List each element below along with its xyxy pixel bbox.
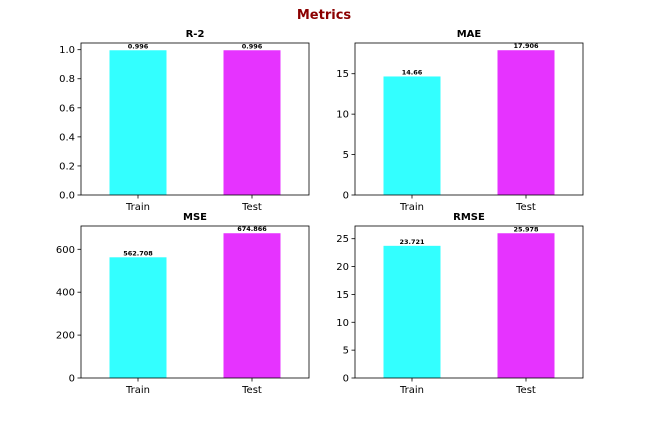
chart-r-2-ytick-label-1: 0.2 [59, 161, 75, 172]
chart-rmse-ytick-label-3: 15 [336, 290, 349, 301]
chart-mae-ytick-label-3: 15 [336, 69, 349, 80]
chart-r-2-value-label-train: 0.996 [128, 42, 149, 50]
chart-r-2-xtick-label-train: Train [125, 202, 150, 213]
chart-rmse-value-label-train: 23.721 [399, 238, 425, 246]
chart-r-2-xtick-label-test: Test [241, 202, 262, 213]
chart-mse: MSE 562.708 Train 674.866 Test 0 200 400 600 [56, 212, 310, 396]
chart-mse-xtick-label-train: Train [125, 385, 150, 396]
chart-r-2-value-label-test: 0.996 [242, 42, 263, 50]
chart-r-2-axes-frame [80, 42, 310, 196]
chart-rmse-value-label-test: 25.978 [513, 225, 539, 233]
chart-rmse-bar-train [383, 245, 441, 378]
chart-rmse-title: RMSE [453, 212, 485, 223]
chart-mse-ytick-label-0: 0 [69, 374, 75, 385]
chart-mae-title: MAE [457, 29, 482, 40]
chart-r-2-title: R-2 [186, 29, 205, 40]
chart-rmse-xtick-label-train: Train [399, 385, 424, 396]
chart-mae-ytick-label-0: 0 [343, 191, 349, 202]
chart-r-2-bar-train [109, 50, 167, 195]
chart-mae-bar-test [497, 50, 555, 195]
chart-mae-axes-frame [354, 42, 584, 196]
chart-r-2-ytick-label-4: 0.8 [59, 74, 75, 85]
chart-rmse-xtick-label-test: Test [515, 385, 536, 396]
chart-mae-xtick-label-test: Test [515, 202, 536, 213]
chart-rmse-axes-frame [354, 225, 584, 379]
chart-rmse-ytick-label-1: 5 [343, 346, 349, 357]
chart-rmse-bar-test [497, 233, 555, 378]
chart-r-2-ytick-label-3: 0.6 [59, 103, 75, 114]
chart-mse-ytick-label-1: 200 [56, 331, 75, 342]
chart-mse-xtick-label-test: Test [241, 385, 262, 396]
chart-mae-value-label-train: 14.66 [402, 68, 423, 76]
chart-rmse-ytick-label-2: 10 [336, 318, 349, 329]
chart-rmse-ytick-label-5: 25 [336, 234, 349, 245]
chart-mae-bar-train [383, 76, 441, 195]
chart-rmse: RMSE 23.721 Train 25.978 Test 0 5 10 15 20 25 [336, 212, 584, 396]
chart-mae: MAE 14.66 Train 17.906 Test 0 5 10 15 [336, 29, 584, 213]
chart-r-2-ytick-label-2: 0.4 [59, 132, 75, 143]
chart-r-2-ytick-label-0: 0.0 [59, 191, 75, 202]
chart-mse-value-label-test: 674.866 [237, 225, 267, 233]
chart-mse-axes-frame [80, 225, 310, 379]
chart-mse-ytick-label-2: 400 [56, 288, 75, 299]
chart-rmse-ytick-label-4: 20 [336, 262, 349, 273]
chart-r-2-bar-test [223, 50, 281, 195]
chart-mse-bar-test [223, 233, 281, 378]
chart-mae-ytick-label-1: 5 [343, 150, 349, 161]
chart-mse-bar-train [109, 257, 167, 378]
chart-panels: R-2 0.996 Train 0.996 Test 0.0 0.2 0.4 0.6 0.8 1.0… [56, 29, 584, 396]
chart-mae-value-label-test: 17.906 [513, 42, 539, 50]
chart-rmse-ytick-label-0: 0 [343, 374, 349, 385]
chart-mse-title: MSE [183, 212, 207, 223]
chart-mae-xtick-label-train: Train [399, 202, 424, 213]
chart-r-2: R-2 0.996 Train 0.996 Test 0.0 0.2 0.4 0.6 0.8 1.0 [59, 29, 310, 213]
figure-title: Metrics [297, 8, 352, 23]
chart-mse-ytick-label-3: 600 [56, 245, 75, 256]
chart-mse-value-label-train: 562.708 [123, 249, 153, 257]
chart-mae-ytick-label-2: 10 [336, 110, 349, 121]
chart-r-2-ytick-label-5: 1.0 [59, 45, 75, 56]
